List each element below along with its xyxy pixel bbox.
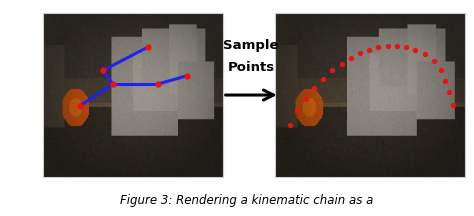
Text: Points: Points — [228, 61, 275, 74]
Text: Sample: Sample — [223, 39, 279, 52]
Text: Figure 3: Rendering a kinematic chain as a: Figure 3: Rendering a kinematic chain as… — [120, 194, 373, 207]
